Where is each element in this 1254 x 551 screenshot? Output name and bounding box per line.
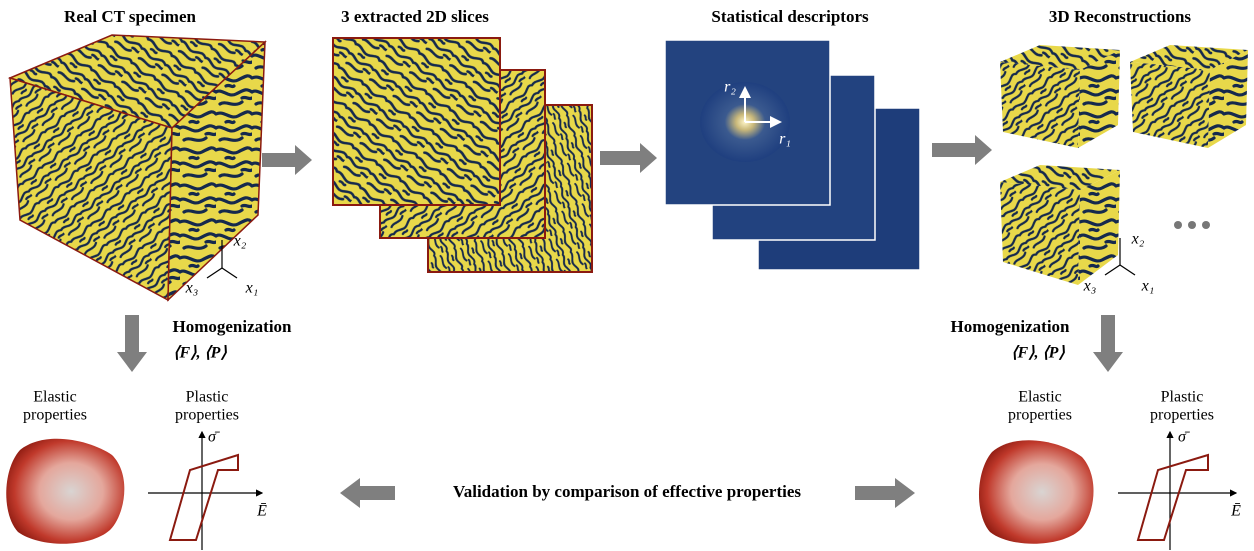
plastic-label: Plastic	[1161, 389, 1204, 406]
stress-label: σ̄	[208, 429, 220, 446]
quantities: ⟨F⟩, ⟨P⟩	[173, 345, 227, 362]
arrow	[117, 315, 147, 372]
plastic-label: properties	[175, 407, 239, 424]
axis-label: x₂	[1131, 231, 1145, 248]
arrow	[932, 135, 992, 165]
axis-label: x₁	[1141, 278, 1155, 295]
strain-label: Ē	[256, 503, 267, 520]
elastic-label: Elastic	[33, 389, 77, 406]
panel-title: 3 extracted 2D slices	[341, 7, 489, 26]
diagram: Real CT specimen 3 extracted 2D slices S…	[0, 0, 1254, 551]
elastic-label: properties	[1008, 407, 1072, 424]
panel-title: 3D Reconstructions	[1049, 7, 1192, 26]
quantities: ⟨F⟩, ⟨P⟩	[1011, 345, 1065, 362]
reconstruction-cubes	[1000, 45, 1248, 285]
arrow	[855, 478, 915, 508]
axis-label: x₃	[185, 280, 199, 297]
homogenization-label: Homogenization	[173, 317, 293, 336]
axis-label: x₃	[1083, 278, 1097, 295]
arrow	[262, 145, 312, 175]
arrow	[600, 143, 657, 173]
ct-cube	[10, 35, 265, 300]
elastic-label: properties	[23, 407, 87, 424]
descriptor-maps	[665, 40, 920, 270]
plastic-label: Plastic	[186, 389, 229, 406]
axis-label: r₂	[724, 79, 736, 96]
hysteresis	[170, 455, 238, 540]
plastic-label: properties	[1150, 407, 1214, 424]
axis-label: r₁	[779, 131, 791, 148]
arrow	[1093, 315, 1123, 372]
slices	[333, 38, 592, 272]
strain-label: Ē	[1230, 503, 1241, 520]
axis-label: x₁	[245, 280, 259, 297]
elastic-label: Elastic	[1018, 389, 1062, 406]
homogenization-label: Homogenization	[951, 317, 1071, 336]
panel-title: Real CT specimen	[64, 7, 196, 26]
elastic-surface	[979, 440, 1094, 544]
validation-label: Validation by comparison of effective pr…	[453, 482, 801, 501]
stress-label: σ̄	[1178, 429, 1190, 446]
axis-label: x₂	[233, 233, 247, 250]
panel-title: Statistical descriptors	[711, 7, 869, 26]
hysteresis	[1138, 455, 1208, 540]
ellipsis	[1174, 221, 1210, 229]
elastic-surface	[6, 439, 124, 544]
stress-strain-axes	[148, 432, 262, 550]
arrow	[340, 478, 395, 508]
stress-strain-axes	[1118, 432, 1236, 550]
